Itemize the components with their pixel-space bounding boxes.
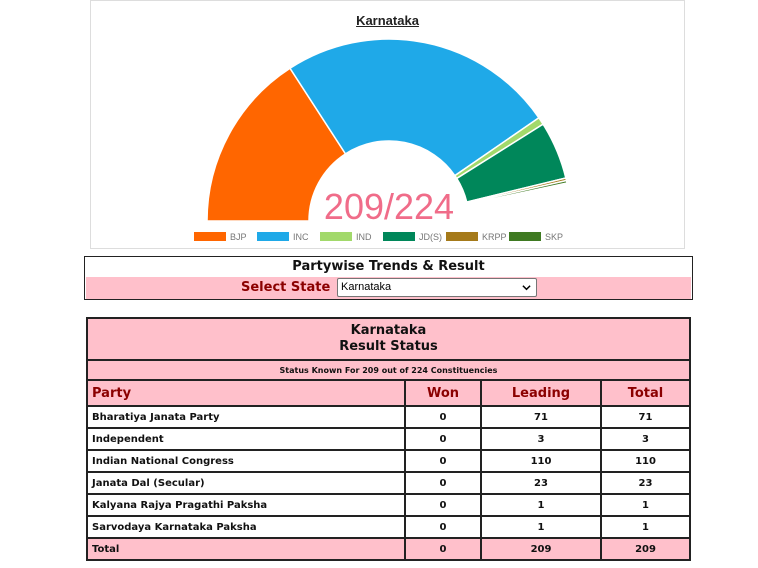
chart-panel: 209/224 BJP INC IND JD(S) KRPP SKP Karnataka (90, 0, 685, 249)
state-select-row: Select State Karnataka (86, 277, 691, 299)
legend-label[interactable]: KRPP (482, 232, 507, 242)
state-dropdown-value: Karnataka (341, 281, 392, 293)
party-name: Independent (86, 427, 406, 451)
total-count: 1 (600, 515, 691, 539)
total-count: 3 (600, 427, 691, 451)
party-name: Janata Dal (Secular) (86, 471, 406, 495)
chart-title: Karnataka (356, 13, 419, 28)
column-header-leading: Leading (480, 379, 602, 407)
won-count: 0 (404, 449, 482, 473)
table-row: Indian National Congress 0 110 110 (86, 449, 691, 473)
table-row: Bharatiya Janata Party 0 71 71 (86, 405, 691, 429)
legend-label[interactable]: JD(S) (419, 232, 442, 242)
legend-swatch (320, 232, 352, 241)
total-count: 71 (600, 405, 691, 429)
total-row: Total 0 209 209 (86, 537, 691, 561)
won-count: 0 (404, 471, 482, 495)
party-name: Kalyana Rajya Pragathi Paksha (86, 493, 406, 517)
table-row: Kalyana Rajya Pragathi Paksha 0 1 1 (86, 493, 691, 517)
slice-skp (466, 179, 568, 206)
total-count: 1 (600, 493, 691, 517)
legend-swatch (509, 232, 541, 241)
column-header-party: Party (86, 379, 406, 407)
legend-swatch (257, 232, 289, 241)
total-total: 209 (600, 537, 691, 561)
table-title-subtitle: Result Status (339, 339, 438, 354)
won-count: 0 (404, 405, 482, 429)
select-state-label: Select State (241, 280, 331, 295)
column-header-won: Won (404, 379, 482, 407)
legend-swatch (383, 232, 415, 241)
table-row: Janata Dal (Secular) 0 23 23 (86, 471, 691, 495)
seat-chart: 209/224 BJP INC IND JD(S) KRPP SKP (194, 38, 568, 242)
table-title-state: Karnataka (350, 323, 427, 338)
partywise-heading: Partywise Trends & Result (292, 259, 485, 274)
column-header-total: Total (600, 379, 691, 407)
leading-count: 1 (480, 493, 602, 517)
total-count: 110 (600, 449, 691, 473)
won-count: 0 (404, 493, 482, 517)
legend-label[interactable]: INC (293, 232, 309, 242)
status-text: Status Known For 209 out of 224 Constitu… (86, 359, 691, 381)
state-dropdown[interactable]: Karnataka (337, 278, 537, 297)
seats-count-label: 209/224 (324, 186, 454, 227)
won-count: 0 (404, 515, 482, 539)
party-name: Sarvodaya Karnataka Paksha (86, 515, 406, 539)
total-count: 23 (600, 471, 691, 495)
leading-count: 23 (480, 471, 602, 495)
legend-label[interactable]: BJP (230, 232, 247, 242)
leading-count: 1 (480, 515, 602, 539)
table-row: Sarvodaya Karnataka Paksha 0 1 1 (86, 515, 691, 539)
leading-count: 71 (480, 405, 602, 429)
slice-inc (288, 38, 540, 177)
table-row: Independent 0 3 3 (86, 427, 691, 451)
table-title: Karnataka Result Status (86, 317, 691, 361)
total-leading: 209 (480, 537, 602, 561)
legend-swatch (194, 232, 226, 241)
party-name: Bharatiya Janata Party (86, 405, 406, 429)
chevron-down-icon (522, 285, 531, 291)
total-label: Total (86, 537, 406, 561)
won-count: 0 (404, 427, 482, 451)
slice-bjp (206, 67, 347, 222)
total-won: 0 (404, 537, 482, 561)
legend-label[interactable]: IND (356, 232, 372, 242)
party-name: Indian National Congress (86, 449, 406, 473)
legend-label[interactable]: SKP (545, 232, 563, 242)
legend-swatch (446, 232, 478, 241)
leading-count: 110 (480, 449, 602, 473)
result-status-table: Karnataka Result Status Status Known For… (86, 317, 691, 561)
state-selector-panel: Partywise Trends & Result Select State K… (84, 256, 693, 300)
leading-count: 3 (480, 427, 602, 451)
